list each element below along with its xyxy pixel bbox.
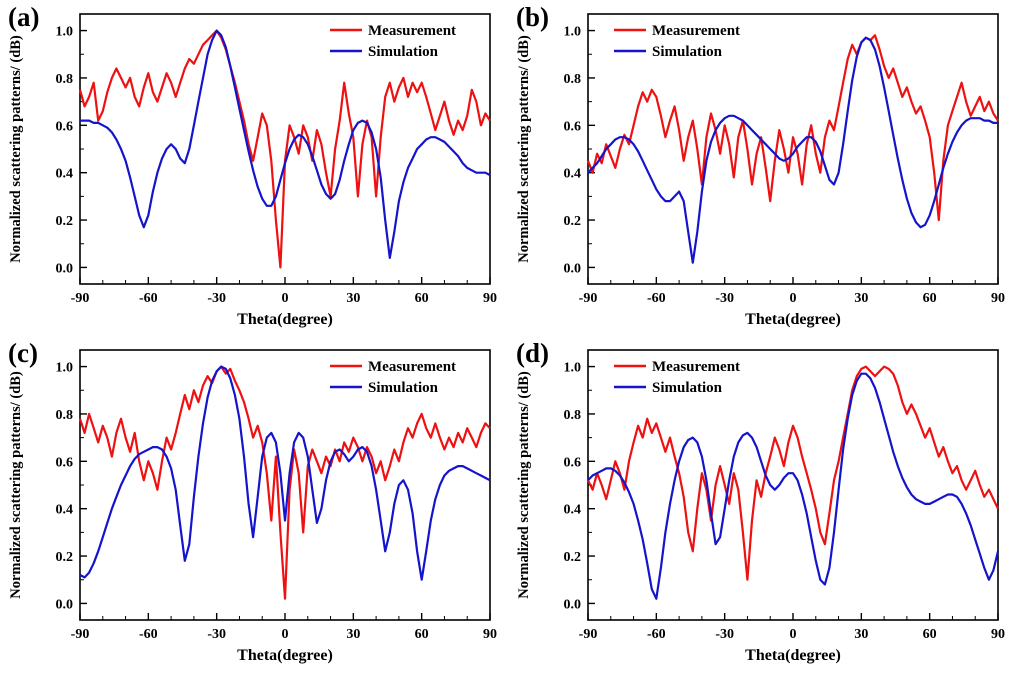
y-axis-label: Normalized scattering patterns/ (dB) bbox=[516, 35, 532, 263]
x-tick-label: 60 bbox=[923, 291, 937, 306]
y-tick-label: 0.6 bbox=[56, 119, 74, 134]
simulation-line bbox=[587, 372, 1000, 600]
plot-frame bbox=[587, 13, 999, 285]
panel-d: (d) -90 -60 -30 0 30 60 90 0.0 0.2 0.4 0.6 0.8 1.0 Th… bbox=[508, 336, 1016, 672]
y-axis-label: Normalized scattering patterns/ (dB) bbox=[516, 371, 532, 599]
x-axis-label: Theta(degree) bbox=[237, 647, 333, 664]
measurement-line bbox=[78, 29, 491, 269]
legend-label-measurement: Measurement bbox=[652, 359, 740, 375]
panel-label-b: (b) bbox=[516, 2, 549, 32]
y-tick-label: 0.0 bbox=[564, 597, 582, 612]
y-tick-label: 1.0 bbox=[564, 25, 582, 40]
legend-label-simulation: Simulation bbox=[652, 44, 723, 60]
panel-label-d: (d) bbox=[516, 338, 549, 368]
x-tick-label: -30 bbox=[207, 627, 226, 642]
y-tick-label: 0.8 bbox=[564, 72, 582, 87]
y-tick-label: 0.2 bbox=[564, 214, 582, 229]
panel-label-a: (a) bbox=[8, 2, 40, 32]
x-tick-label: 0 bbox=[790, 291, 797, 306]
measurement-line bbox=[586, 34, 999, 222]
legend-label-simulation: Simulation bbox=[652, 380, 723, 396]
simulation-line bbox=[80, 29, 491, 259]
x-tick-label: -90 bbox=[71, 627, 90, 642]
y-tick-label: 0.4 bbox=[56, 503, 74, 518]
plot-d: -90 -60 -30 0 30 60 90 0.0 0.2 0.4 0.6 0.8 1.0 Theta(… bbox=[516, 349, 1005, 664]
y-tick-label: 0.0 bbox=[564, 261, 582, 276]
x-tick-label: -90 bbox=[579, 627, 598, 642]
measurement-line bbox=[78, 365, 491, 600]
y-tick-label: 0.0 bbox=[56, 597, 74, 612]
y-tick-label: 0.8 bbox=[56, 408, 74, 423]
plot-a: -90 -60 -30 0 30 60 90 0.0 0.2 0.4 0.6 0.8 1.0 Theta(… bbox=[8, 13, 497, 328]
x-tick-label: -90 bbox=[71, 291, 90, 306]
y-tick-label: 0.4 bbox=[564, 503, 582, 518]
panel-b: (b) -90 -60 -30 0 30 60 90 0.0 0.2 0.4 0.6 0.8 1.0 Th… bbox=[508, 0, 1016, 336]
legend-label-measurement: Measurement bbox=[368, 359, 456, 375]
y-tick-label: 0.0 bbox=[56, 261, 74, 276]
x-tick-label: -90 bbox=[579, 291, 598, 306]
y-tick-label: 1.0 bbox=[56, 361, 74, 376]
x-axis-label: Theta(degree) bbox=[237, 311, 333, 328]
x-tick-label: 60 bbox=[415, 291, 429, 306]
x-tick-label: 30 bbox=[854, 627, 868, 642]
y-tick-label: 0.8 bbox=[56, 72, 74, 87]
y-tick-label: 0.4 bbox=[564, 167, 582, 182]
y-tick-label: 0.6 bbox=[56, 455, 74, 470]
x-axis-label: Theta(degree) bbox=[745, 647, 841, 664]
x-tick-label: -30 bbox=[207, 291, 226, 306]
y-axis-label: Normalized scattering patterns/ (dB) bbox=[8, 35, 24, 263]
legend-label-measurement: Measurement bbox=[368, 23, 456, 39]
y-tick-label: 1.0 bbox=[56, 25, 74, 40]
y-tick-label: 0.4 bbox=[56, 167, 74, 182]
legend-label-measurement: Measurement bbox=[652, 23, 740, 39]
plot-c: -90 -60 -30 0 30 60 90 0.0 0.2 0.4 0.6 0.8 1.0 Theta(… bbox=[8, 349, 497, 664]
x-tick-label: 30 bbox=[346, 627, 360, 642]
legend-label-simulation: Simulation bbox=[368, 44, 439, 60]
y-tick-label: 0.2 bbox=[56, 550, 74, 565]
panel-c: (c) -90 -60 -30 0 30 60 90 0.0 0.2 0.4 0.6 0.8 1.0 Th… bbox=[0, 336, 508, 672]
simulation-line bbox=[587, 36, 998, 264]
x-tick-label: 90 bbox=[483, 627, 497, 642]
y-axis-label: Normalized scattering patterns/ (dB) bbox=[8, 371, 24, 599]
legend-label-simulation: Simulation bbox=[368, 380, 439, 396]
y-tick-label: 0.6 bbox=[564, 455, 582, 470]
x-tick-label: -60 bbox=[647, 627, 666, 642]
panel-label-c: (c) bbox=[8, 338, 38, 368]
y-tick-label: 0.2 bbox=[56, 214, 74, 229]
x-tick-label: -60 bbox=[139, 291, 158, 306]
simulation-line bbox=[79, 365, 491, 581]
x-tick-label: -60 bbox=[139, 627, 158, 642]
x-tick-label: -30 bbox=[715, 627, 734, 642]
x-tick-label: 60 bbox=[923, 627, 937, 642]
measurement-line bbox=[587, 365, 999, 581]
x-tick-label: -60 bbox=[647, 291, 666, 306]
y-tick-label: 1.0 bbox=[564, 361, 582, 376]
x-tick-label: 30 bbox=[346, 291, 360, 306]
x-axis-label: Theta(degree) bbox=[745, 311, 841, 328]
x-tick-label: 60 bbox=[415, 627, 429, 642]
plot-b: -90 -60 -30 0 30 60 90 0.0 0.2 0.4 0.6 0.8 1.0 Theta(… bbox=[516, 13, 1005, 328]
panel-a: (a) -90 -60 -30 0 30 60 90 0.0 0.2 0.4 0.6 0.8 1.0 Th… bbox=[0, 0, 508, 336]
y-tick-label: 0.2 bbox=[564, 550, 582, 565]
x-tick-label: 90 bbox=[991, 627, 1005, 642]
x-tick-label: 0 bbox=[282, 627, 289, 642]
x-tick-label: 90 bbox=[483, 291, 497, 306]
x-tick-label: -30 bbox=[715, 291, 734, 306]
x-tick-label: 30 bbox=[854, 291, 868, 306]
y-tick-label: 0.6 bbox=[564, 119, 582, 134]
y-tick-label: 0.8 bbox=[564, 408, 582, 423]
x-tick-label: 90 bbox=[991, 291, 1005, 306]
x-tick-label: 0 bbox=[790, 627, 797, 642]
x-tick-label: 0 bbox=[282, 291, 289, 306]
